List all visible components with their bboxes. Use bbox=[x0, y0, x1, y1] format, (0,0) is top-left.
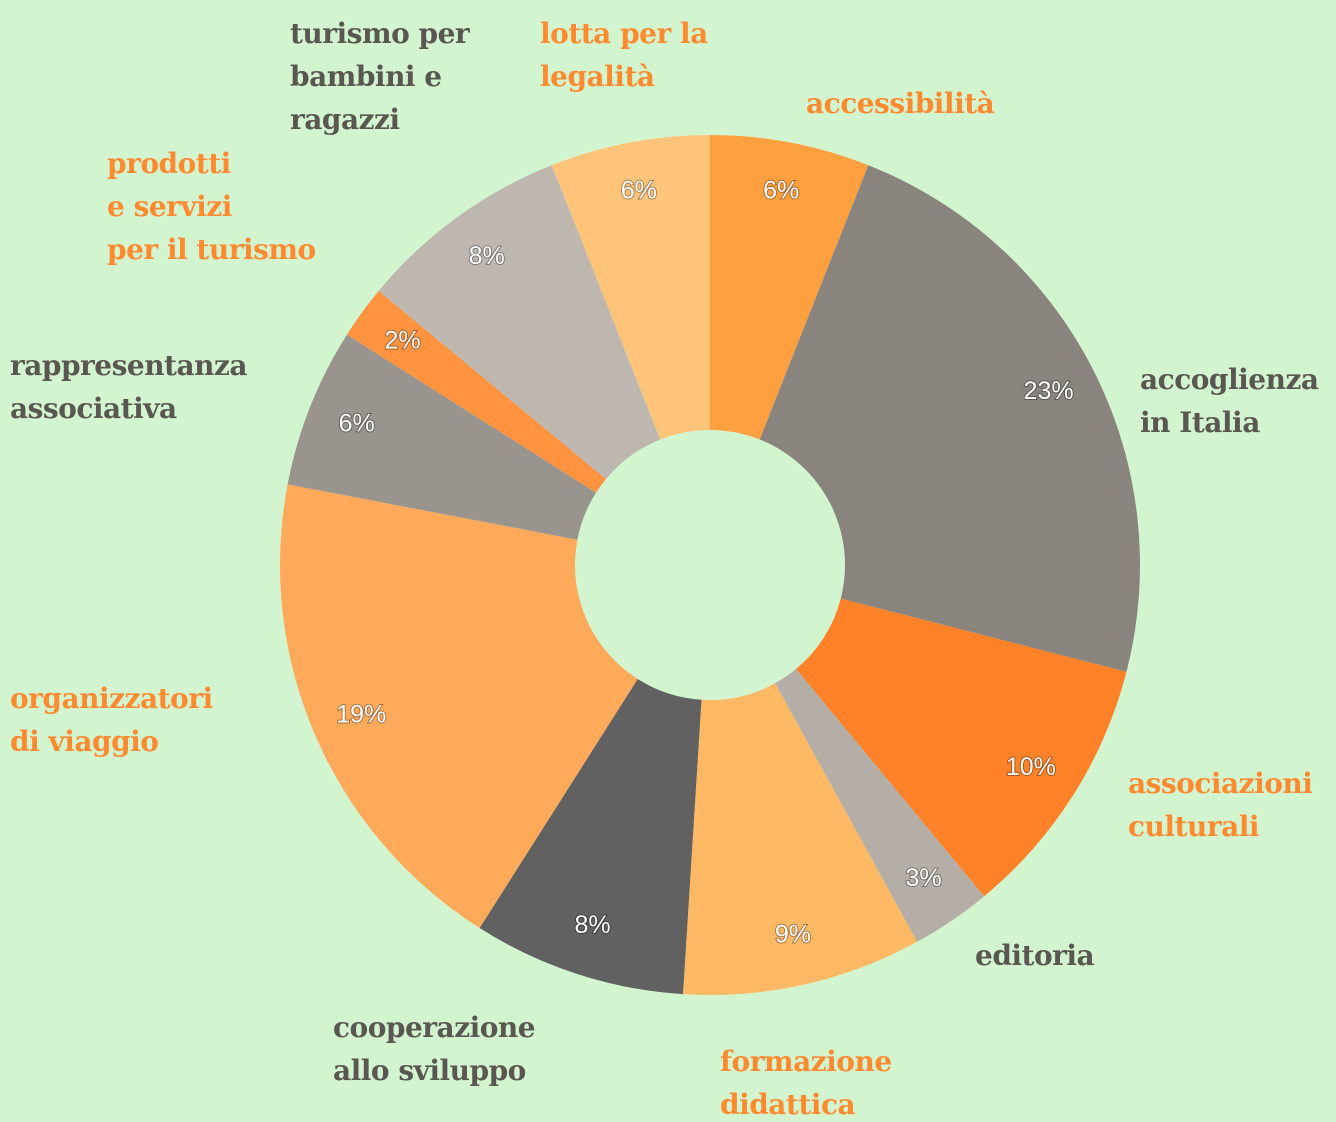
value-label: 2% bbox=[385, 326, 421, 354]
value-label: 6% bbox=[763, 176, 799, 204]
slice bbox=[551, 135, 710, 440]
value-label: 6% bbox=[621, 176, 657, 204]
slice bbox=[775, 669, 985, 942]
category-label: accessibilità bbox=[806, 87, 995, 120]
slice bbox=[378, 165, 661, 479]
category-label: accoglienza in Italia bbox=[1140, 363, 1319, 439]
slice bbox=[683, 683, 918, 995]
value-label: 6% bbox=[339, 410, 375, 438]
category-label: associazioni culturali bbox=[1128, 767, 1313, 843]
category-label: lotta per la legalità bbox=[540, 17, 708, 93]
value-label: 23% bbox=[1024, 377, 1074, 405]
category-label: turismo per bambini e ragazzi bbox=[290, 17, 470, 136]
slice bbox=[479, 678, 702, 995]
value-label: 3% bbox=[906, 864, 942, 892]
slice bbox=[796, 598, 1127, 897]
slice bbox=[346, 290, 606, 493]
category-label: prodotti e servizi per il turismo bbox=[107, 147, 316, 266]
category-label: rappresentanza associativa bbox=[10, 349, 248, 425]
slice bbox=[280, 484, 638, 929]
value-label: 8% bbox=[469, 242, 505, 270]
category-label: cooperazione allo sviluppo bbox=[333, 1011, 536, 1087]
category-label: organizzatori di viaggio bbox=[10, 682, 213, 758]
category-label: formazione didattica bbox=[720, 1045, 892, 1121]
slice bbox=[759, 165, 1140, 672]
category-label: editoria bbox=[975, 939, 1095, 972]
value-label: 9% bbox=[775, 920, 811, 948]
slice bbox=[287, 334, 597, 540]
value-label: 10% bbox=[1006, 753, 1056, 781]
value-label: 19% bbox=[336, 701, 386, 729]
value-label: 8% bbox=[575, 911, 611, 939]
slice bbox=[710, 135, 869, 440]
